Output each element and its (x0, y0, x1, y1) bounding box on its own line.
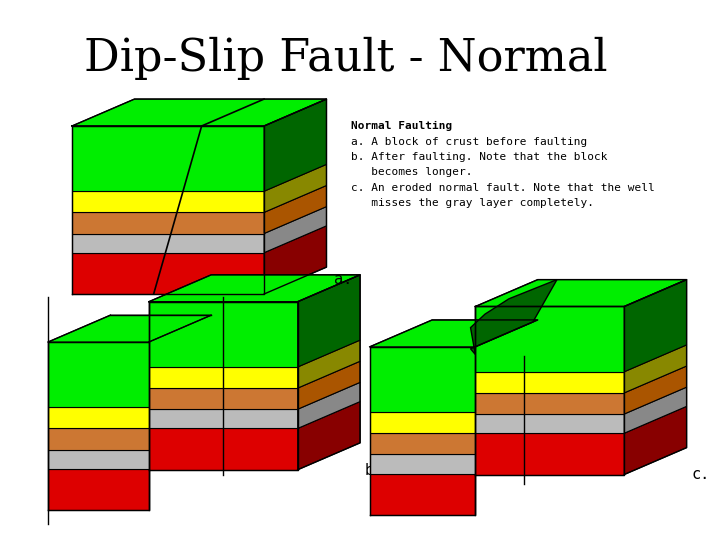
Polygon shape (624, 407, 687, 475)
Polygon shape (72, 212, 264, 233)
Polygon shape (369, 474, 475, 515)
Polygon shape (48, 450, 149, 469)
Text: a. A block of crust before faulting: a. A block of crust before faulting (351, 137, 587, 146)
Polygon shape (149, 428, 297, 470)
Polygon shape (297, 361, 360, 409)
Polygon shape (149, 275, 360, 302)
Polygon shape (475, 372, 624, 393)
Polygon shape (149, 409, 297, 428)
Polygon shape (475, 414, 624, 433)
Polygon shape (624, 387, 687, 433)
Polygon shape (72, 126, 264, 191)
Polygon shape (264, 99, 326, 191)
Polygon shape (475, 280, 687, 307)
Polygon shape (48, 315, 211, 342)
Polygon shape (149, 302, 297, 367)
Polygon shape (475, 433, 624, 475)
Polygon shape (72, 253, 264, 294)
Polygon shape (48, 428, 149, 450)
Polygon shape (369, 433, 475, 454)
Polygon shape (475, 307, 624, 372)
Polygon shape (369, 412, 475, 433)
Text: Dip-Slip Fault - Normal: Dip-Slip Fault - Normal (84, 37, 608, 80)
Polygon shape (624, 280, 687, 372)
Polygon shape (297, 340, 360, 388)
Polygon shape (72, 191, 264, 212)
Polygon shape (297, 402, 360, 470)
Polygon shape (471, 280, 557, 354)
Polygon shape (72, 233, 264, 253)
Text: misses the gray layer completely.: misses the gray layer completely. (351, 198, 593, 208)
Polygon shape (149, 367, 297, 388)
Polygon shape (264, 207, 326, 253)
Polygon shape (264, 164, 326, 212)
Text: a.: a. (334, 272, 352, 287)
Polygon shape (72, 99, 326, 126)
Polygon shape (48, 469, 149, 510)
Polygon shape (264, 186, 326, 233)
Polygon shape (369, 347, 475, 412)
Polygon shape (297, 382, 360, 428)
Text: Normal Faulting: Normal Faulting (351, 121, 451, 131)
Polygon shape (264, 226, 326, 294)
Text: b.: b. (365, 463, 383, 477)
Polygon shape (48, 407, 149, 428)
Text: b. After faulting. Note that the block: b. After faulting. Note that the block (351, 152, 607, 162)
Text: c. An eroded normal fault. Note that the well: c. An eroded normal fault. Note that the… (351, 183, 654, 193)
Polygon shape (149, 388, 297, 409)
Polygon shape (48, 342, 149, 407)
Text: becomes longer.: becomes longer. (351, 167, 472, 177)
Polygon shape (624, 366, 687, 414)
Text: c.: c. (691, 467, 710, 482)
Polygon shape (297, 275, 360, 367)
Polygon shape (475, 393, 624, 414)
Polygon shape (624, 345, 687, 393)
Polygon shape (369, 320, 538, 347)
Polygon shape (369, 454, 475, 474)
